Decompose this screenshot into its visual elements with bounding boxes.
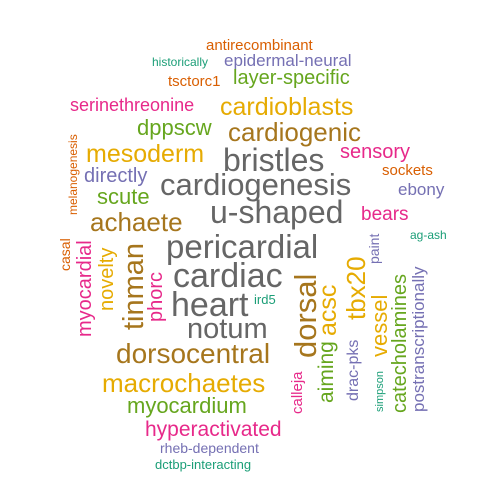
word-novelty: novelty	[96, 247, 118, 311]
word-melanogenesis: melanogenesis	[66, 134, 80, 215]
word-myocardial: myocardial	[74, 240, 96, 337]
word-drac-pks: drac-pks	[345, 339, 362, 401]
word-casal: casal	[57, 238, 73, 271]
word-dorsocentral: dorsocentral	[116, 338, 271, 369]
word-layer-specific: layer-specific	[233, 67, 350, 89]
word-aiming: aiming	[315, 341, 338, 403]
word-macrochaetes: macrochaetes	[102, 368, 266, 398]
word-bears: bears	[361, 204, 409, 225]
word-ebony: ebony	[398, 180, 445, 199]
word-dppscw: dppscw	[137, 115, 212, 140]
word-sensory: sensory	[340, 141, 411, 163]
word-simpson: simpson	[374, 371, 386, 412]
word-antirecombinant: antirecombinant	[206, 37, 313, 54]
word-phorc: phorc	[145, 271, 167, 322]
word-vessel: vessel	[367, 294, 392, 357]
word-hyperactivated: hyperactivated	[145, 418, 282, 441]
word-rheb-dependent: rheb-dependent	[160, 440, 259, 456]
word-postranscriptionally: postranscriptionally	[409, 266, 428, 412]
word-dctbp-interacting: dctbp-interacting	[155, 457, 252, 472]
word-directly: directly	[84, 165, 148, 187]
word-notum: notum	[187, 313, 268, 345]
word-tbx20: tbx20	[341, 256, 371, 320]
word-serinethreonine: serinethreonine	[70, 95, 195, 115]
word-achaete: achaete	[90, 207, 183, 237]
word-pericardial: pericardial	[166, 228, 319, 265]
word-acsc: acsc	[314, 284, 342, 336]
word-mesoderm: mesoderm	[86, 140, 205, 168]
word-historically: historically	[152, 55, 209, 69]
word-catecholamines: catecholamines	[389, 274, 411, 413]
word-ird5: ird5	[254, 292, 276, 307]
word-heart: heart	[171, 286, 249, 324]
word-cardiogenesis: cardiogenesis	[160, 167, 352, 202]
word-epidermal-neural: epidermal-neural	[224, 51, 352, 70]
word-calleja: calleja	[289, 371, 306, 414]
word-cardiogenic: cardiogenic	[228, 117, 361, 147]
word-cardioblasts: cardioblasts	[220, 93, 354, 121]
word-scute: scute	[97, 184, 150, 209]
word-bristles: bristles	[223, 142, 325, 178]
word-ag-ash: ag-ash	[410, 228, 447, 242]
word-sockets: sockets	[382, 162, 433, 179]
word-tsctorc1: tsctorc1	[168, 73, 221, 90]
word-cardiac: cardiac	[173, 257, 283, 295]
word-myocardium: myocardium	[127, 393, 247, 418]
word-u-shaped: u-shaped	[210, 194, 344, 230]
